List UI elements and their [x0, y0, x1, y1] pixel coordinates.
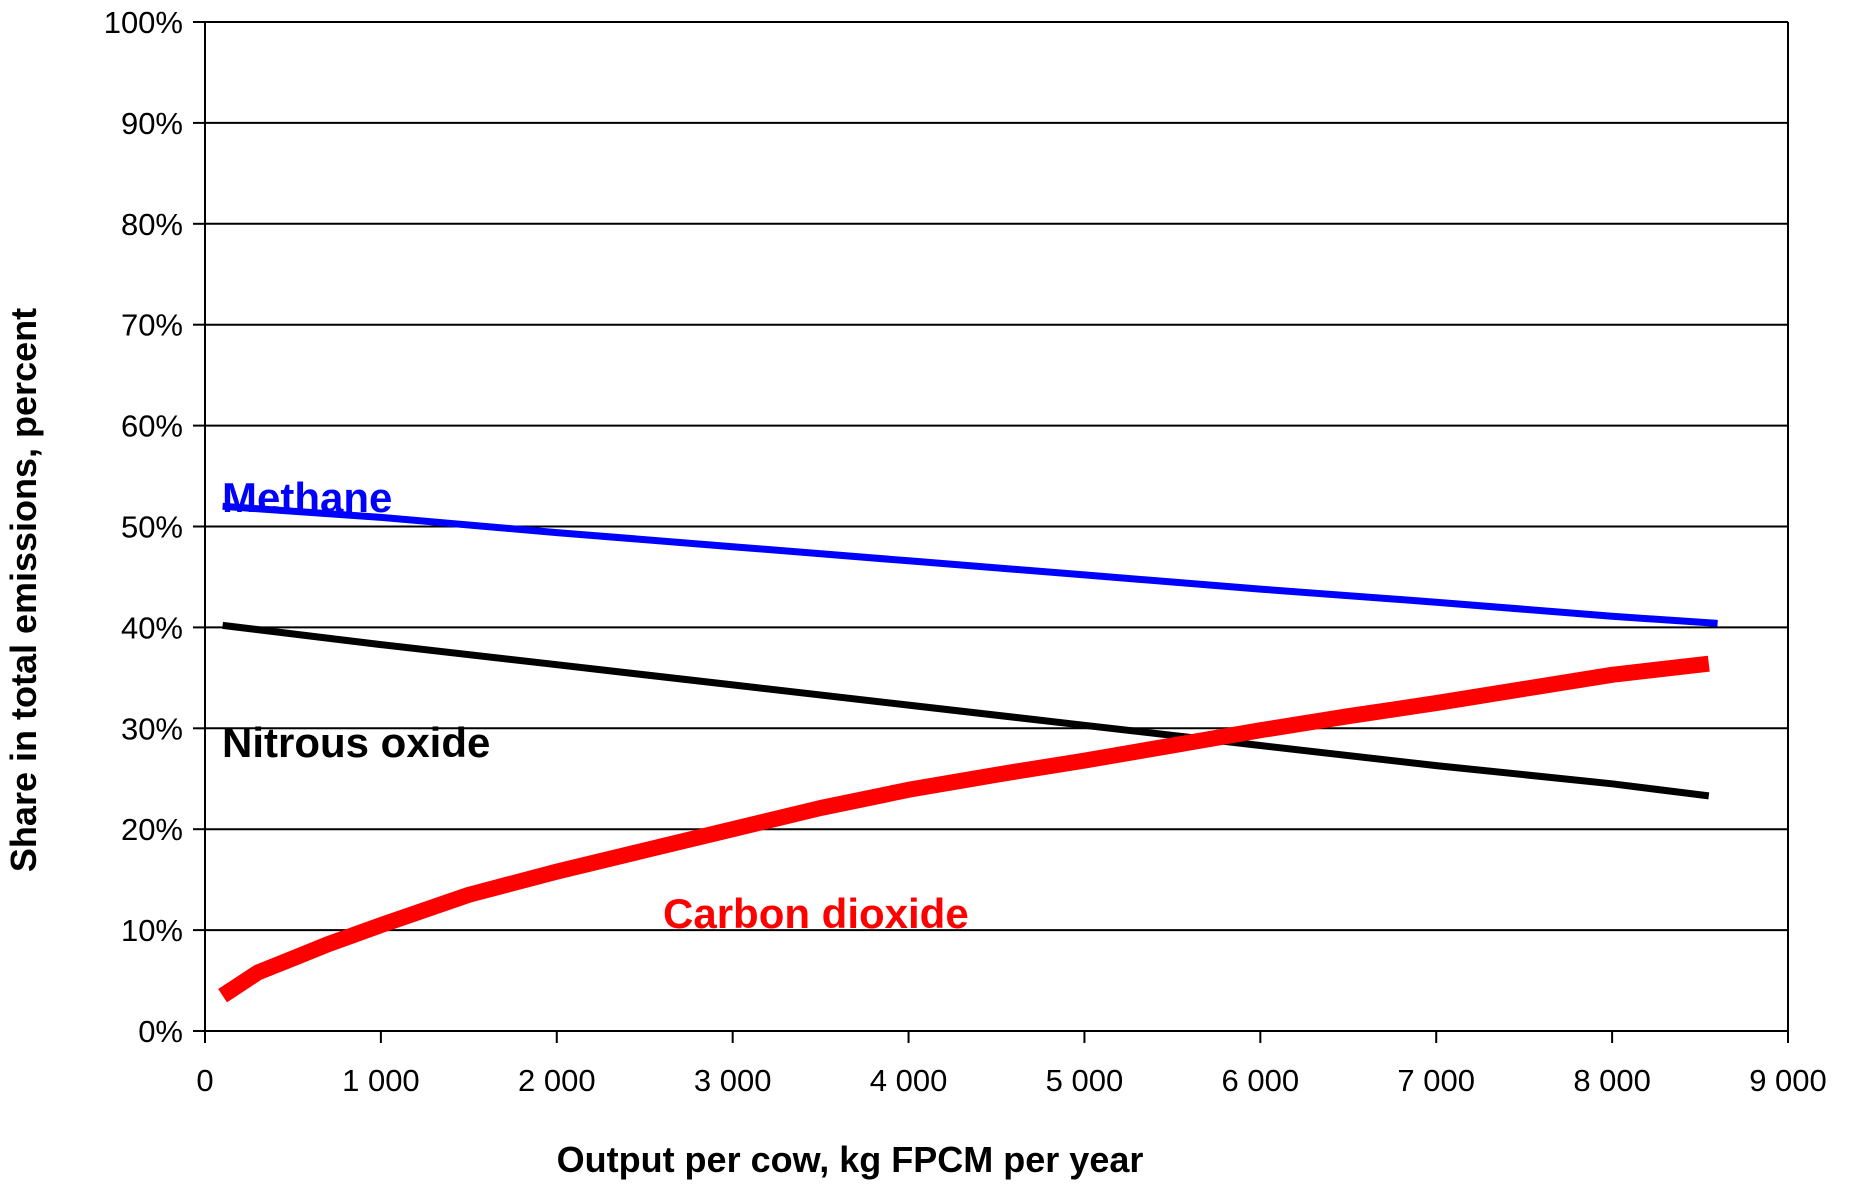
y-tick-label: 10%	[121, 913, 183, 948]
y-tick-label: 80%	[121, 207, 183, 242]
x-tick-label: 3 000	[694, 1063, 772, 1098]
y-axis-title: Share in total emissions, percent	[3, 308, 44, 872]
y-tick-label: 50%	[121, 510, 183, 545]
series-label-methane: Methane	[222, 474, 392, 521]
series-line-nitrous-oxide	[222, 621, 1710, 800]
series-label-carbon-dioxide: Carbon dioxide	[663, 890, 969, 937]
gridlines	[205, 21, 1788, 932]
series-labels: Methane Nitrous oxide Carbon dioxide	[222, 474, 969, 937]
series-line-carbon-dioxide	[218, 655, 1710, 1003]
y-tick-label: 30%	[121, 711, 183, 746]
x-tick-label: 6 000	[1222, 1063, 1300, 1098]
y-tick-label: 70%	[121, 308, 183, 343]
x-tick-label: 0	[196, 1063, 213, 1098]
x-tick-label: 9 000	[1749, 1063, 1827, 1098]
x-tick-label: 8 000	[1573, 1063, 1651, 1098]
y-tick-label: 60%	[121, 409, 183, 444]
series-lines	[218, 502, 1718, 1003]
y-tick-label: 40%	[121, 610, 183, 645]
y-tick-label: 0%	[138, 1014, 183, 1049]
x-tick-label: 4 000	[870, 1063, 948, 1098]
x-tick-label: 5 000	[1046, 1063, 1124, 1098]
x-tick-label: 7 000	[1397, 1063, 1475, 1098]
x-tick-label: 1 000	[342, 1063, 420, 1098]
x-axis-title: Output per cow, kg FPCM per year	[557, 1139, 1144, 1180]
series-label-nitrous-oxide: Nitrous oxide	[222, 719, 490, 766]
y-tick-label: 20%	[121, 812, 183, 847]
x-tick-label: 2 000	[518, 1063, 596, 1098]
axes: 0% 10% 20% 30% 40% 50% 60% 70% 80% 90% 100% 0 1 000 2…	[104, 5, 1827, 1098]
y-tick-label: 90%	[121, 106, 183, 141]
y-tick-label: 100%	[104, 5, 183, 40]
series-line-methane	[222, 502, 1718, 627]
